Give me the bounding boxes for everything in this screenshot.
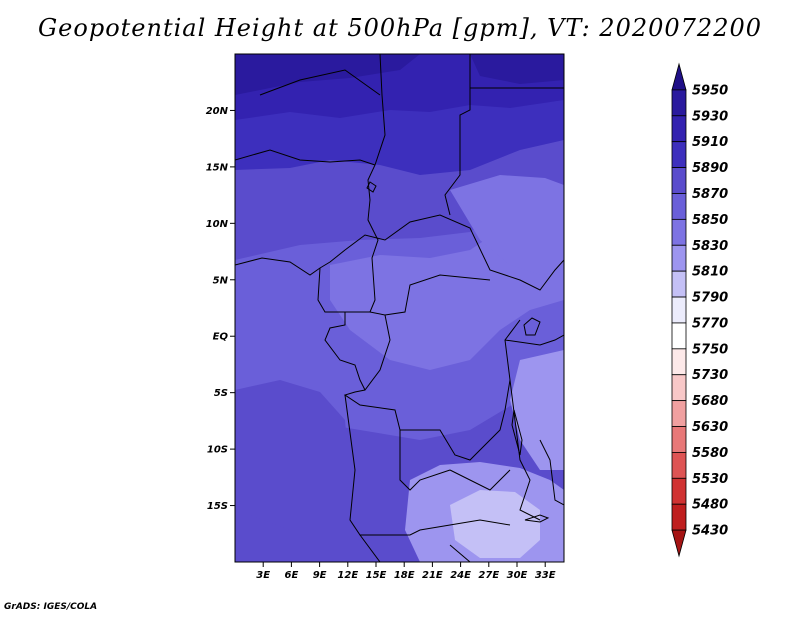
colorbar-label: 5850 bbox=[692, 213, 728, 228]
lat-tick-label: 15N bbox=[206, 162, 229, 173]
lon-tick-label: 30E bbox=[507, 570, 528, 581]
colorbar-swatch bbox=[671, 193, 687, 220]
colorbar-swatch bbox=[671, 270, 687, 298]
colorbar-label: 5890 bbox=[692, 161, 728, 176]
lat-tick-label: 10N bbox=[206, 219, 229, 230]
lon-tick-label: 6E bbox=[285, 570, 299, 581]
lat-tick-label: 10S bbox=[207, 445, 228, 456]
grads-credit: GrADS: IGES/COLA bbox=[4, 602, 98, 612]
contour-5790-south bbox=[450, 490, 540, 558]
lon-tick-label: 27E bbox=[478, 570, 499, 581]
colorbar-swatch bbox=[671, 374, 687, 402]
colorbar-label: 5680 bbox=[692, 394, 728, 409]
colorbar-label: 5950 bbox=[692, 83, 728, 98]
longitude-axis: 3E 6E 9E 12E 15E 18E 21E 24E 27E 30E 33E bbox=[256, 562, 556, 581]
contour-5930-band bbox=[235, 54, 420, 95]
colorbar-swatch bbox=[671, 141, 687, 168]
colorbar-label: 5810 bbox=[692, 265, 728, 280]
colorbar-swatch bbox=[671, 218, 687, 246]
country-boundaries bbox=[235, 54, 564, 562]
lon-tick-label: 18E bbox=[394, 570, 415, 581]
lon-tick-label: 3E bbox=[256, 570, 270, 581]
lon-tick-label: 21E bbox=[422, 570, 443, 581]
lon-tick-label: 9E bbox=[313, 570, 327, 581]
colorbar-label: 5580 bbox=[692, 446, 728, 461]
colorbar-label: 5430 bbox=[692, 524, 728, 539]
colorbar-swatch bbox=[671, 244, 687, 272]
colorbar-label: 5870 bbox=[692, 187, 728, 202]
lon-tick-label: 15E bbox=[366, 570, 387, 581]
colorbar-swatch bbox=[671, 452, 687, 479]
colorbar-label: 5830 bbox=[692, 239, 728, 254]
latitude-axis: 20N 15N 10N 5N EQ 5S 10S 15S bbox=[206, 106, 235, 512]
colorbar-swatch bbox=[671, 426, 687, 453]
colorbar-swatch bbox=[671, 89, 687, 117]
colorbar-label: 5930 bbox=[692, 109, 728, 124]
lat-tick-label: 15S bbox=[207, 501, 228, 512]
lon-tick-label: 12E bbox=[337, 570, 358, 581]
colorbar-label: 5530 bbox=[692, 472, 728, 487]
map-title: Geopotential Height at 500hPa [gpm], VT:… bbox=[38, 14, 762, 42]
colorbar-swatch bbox=[671, 322, 687, 350]
lakes bbox=[366, 181, 550, 523]
colorbar-label: 5730 bbox=[692, 368, 728, 383]
colorbar-swatch bbox=[671, 477, 687, 505]
colorbar-label: 5480 bbox=[692, 498, 728, 513]
lon-tick-label: 24E bbox=[450, 570, 471, 581]
colorbar-label: 5750 bbox=[692, 342, 728, 357]
colorbar-swatch bbox=[671, 296, 687, 324]
lat-tick-label: 5N bbox=[213, 275, 229, 286]
contour-5930-east bbox=[470, 54, 564, 84]
lon-tick-label: 33E bbox=[535, 570, 556, 581]
colorbar-label: 5910 bbox=[692, 135, 728, 150]
colorbar-label: 5770 bbox=[692, 316, 728, 331]
colorbar-swatch bbox=[671, 167, 687, 194]
colorbar: 5950 5930 5910 5890 5870 5850 5830 5810 5790 5770… bbox=[671, 62, 728, 558]
lat-tick-label: EQ bbox=[213, 332, 229, 343]
contour-5830-northeast bbox=[450, 175, 564, 275]
colorbar-swatch bbox=[671, 529, 687, 558]
colorbar-label: 5630 bbox=[692, 420, 728, 435]
contour-5870-southwest bbox=[235, 380, 350, 530]
colorbar-label: 5790 bbox=[692, 291, 728, 306]
map-frame bbox=[234, 53, 565, 563]
colorbar-swatch bbox=[671, 503, 687, 531]
colorbar-swatch bbox=[671, 348, 687, 376]
contour-5810-east bbox=[510, 350, 564, 470]
geopotential-field bbox=[235, 54, 564, 562]
colorbar-swatch bbox=[671, 400, 687, 427]
lat-tick-label: 20N bbox=[206, 106, 229, 117]
colorbar-swatch bbox=[671, 115, 687, 143]
lat-tick-label: 5S bbox=[214, 388, 228, 399]
colorbar-swatch bbox=[671, 62, 687, 91]
